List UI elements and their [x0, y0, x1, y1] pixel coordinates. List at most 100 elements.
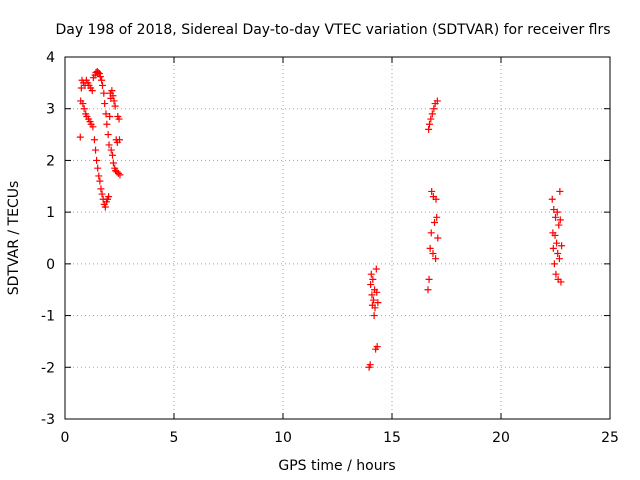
data-point [114, 169, 122, 177]
data-point [553, 239, 561, 247]
data-point [95, 70, 103, 78]
data-point [425, 120, 433, 128]
data-point [558, 242, 566, 250]
data-point [110, 97, 118, 105]
data-point [116, 136, 123, 144]
data-point [367, 270, 375, 278]
data-point [109, 92, 117, 100]
data-point [113, 168, 121, 176]
data-point [98, 76, 106, 84]
data-point [431, 218, 439, 226]
data-point [369, 275, 377, 283]
data-point [109, 151, 117, 159]
x-axis-label: GPS time / hours [278, 458, 395, 474]
data-point [98, 81, 106, 89]
data-point [553, 208, 561, 216]
plot-frame [64, 56, 611, 420]
data-point [426, 244, 434, 252]
data-point [432, 255, 440, 263]
data-point [107, 146, 115, 154]
x-tick-label: 5 [170, 430, 179, 446]
data-point [98, 190, 106, 198]
data-point [550, 260, 558, 268]
data-point [549, 244, 557, 252]
data-point [425, 125, 433, 133]
data-point [427, 229, 435, 237]
x-tick-label: 10 [274, 430, 292, 446]
data-point [557, 278, 565, 286]
data-point [97, 185, 105, 193]
data-point [80, 105, 88, 113]
data-point [552, 270, 560, 278]
data-point [79, 100, 87, 108]
data-point [100, 89, 108, 97]
data-point [76, 133, 84, 141]
y-tick-label: 2 [46, 153, 55, 169]
y-tick-label: 4 [46, 50, 55, 66]
y-tick-label: 1 [46, 205, 55, 221]
data-point [427, 115, 435, 123]
data-point [116, 171, 124, 179]
data-point [552, 213, 559, 221]
data-points [76, 67, 566, 371]
data-point [94, 69, 102, 77]
data-point [373, 343, 381, 351]
data-point [424, 286, 432, 294]
data-point [88, 87, 96, 95]
data-point [430, 105, 438, 113]
data-point [108, 87, 116, 95]
y-tick-label: 0 [46, 257, 55, 273]
data-point [105, 193, 113, 201]
x-tick-label: 25 [601, 430, 619, 446]
data-point [374, 299, 382, 307]
data-point [94, 164, 102, 172]
data-point [372, 265, 380, 273]
data-point [551, 231, 559, 239]
data-point [77, 84, 85, 92]
data-point [428, 187, 436, 195]
data-point [104, 131, 112, 139]
data-point [96, 177, 104, 185]
data-point [368, 291, 376, 299]
data-point [434, 234, 442, 242]
data-point [90, 136, 98, 144]
data-point [106, 112, 114, 120]
data-point [367, 281, 375, 289]
data-point [369, 296, 377, 304]
data-point [101, 203, 109, 211]
data-point [93, 156, 101, 164]
data-point [370, 312, 378, 320]
data-point [109, 159, 117, 167]
data-point [96, 73, 104, 81]
data-point [433, 97, 441, 105]
data-point [556, 187, 564, 195]
data-point [548, 195, 556, 203]
data-point [89, 123, 97, 131]
data-point [115, 115, 123, 123]
data-point [428, 110, 436, 118]
x-tick-label: 15 [383, 430, 401, 446]
data-point [103, 120, 111, 128]
y-tick-label: -3 [41, 412, 55, 428]
y-tick-label: -2 [41, 360, 55, 376]
data-point [105, 141, 113, 149]
data-point [92, 146, 100, 154]
y-tick-label: -1 [41, 309, 55, 325]
grid [65, 57, 610, 419]
data-point [373, 288, 381, 296]
chart-title: Day 198 of 2018, Sidereal Day-to-day VTE… [55, 22, 610, 38]
data-point [429, 250, 437, 258]
x-tick-label: 20 [492, 430, 510, 446]
axis-ticks: 0 5 10 15 20 25 -3 -2 -1 0 1 2 3 4 [41, 50, 619, 446]
x-tick-label: 0 [61, 430, 70, 446]
data-point [95, 172, 103, 180]
data-point [554, 250, 562, 258]
data-point [102, 110, 110, 118]
data-point [366, 361, 374, 369]
data-point [432, 195, 440, 203]
data-point [111, 102, 119, 110]
data-point [101, 100, 109, 108]
data-point [555, 221, 563, 229]
data-point [556, 216, 564, 224]
